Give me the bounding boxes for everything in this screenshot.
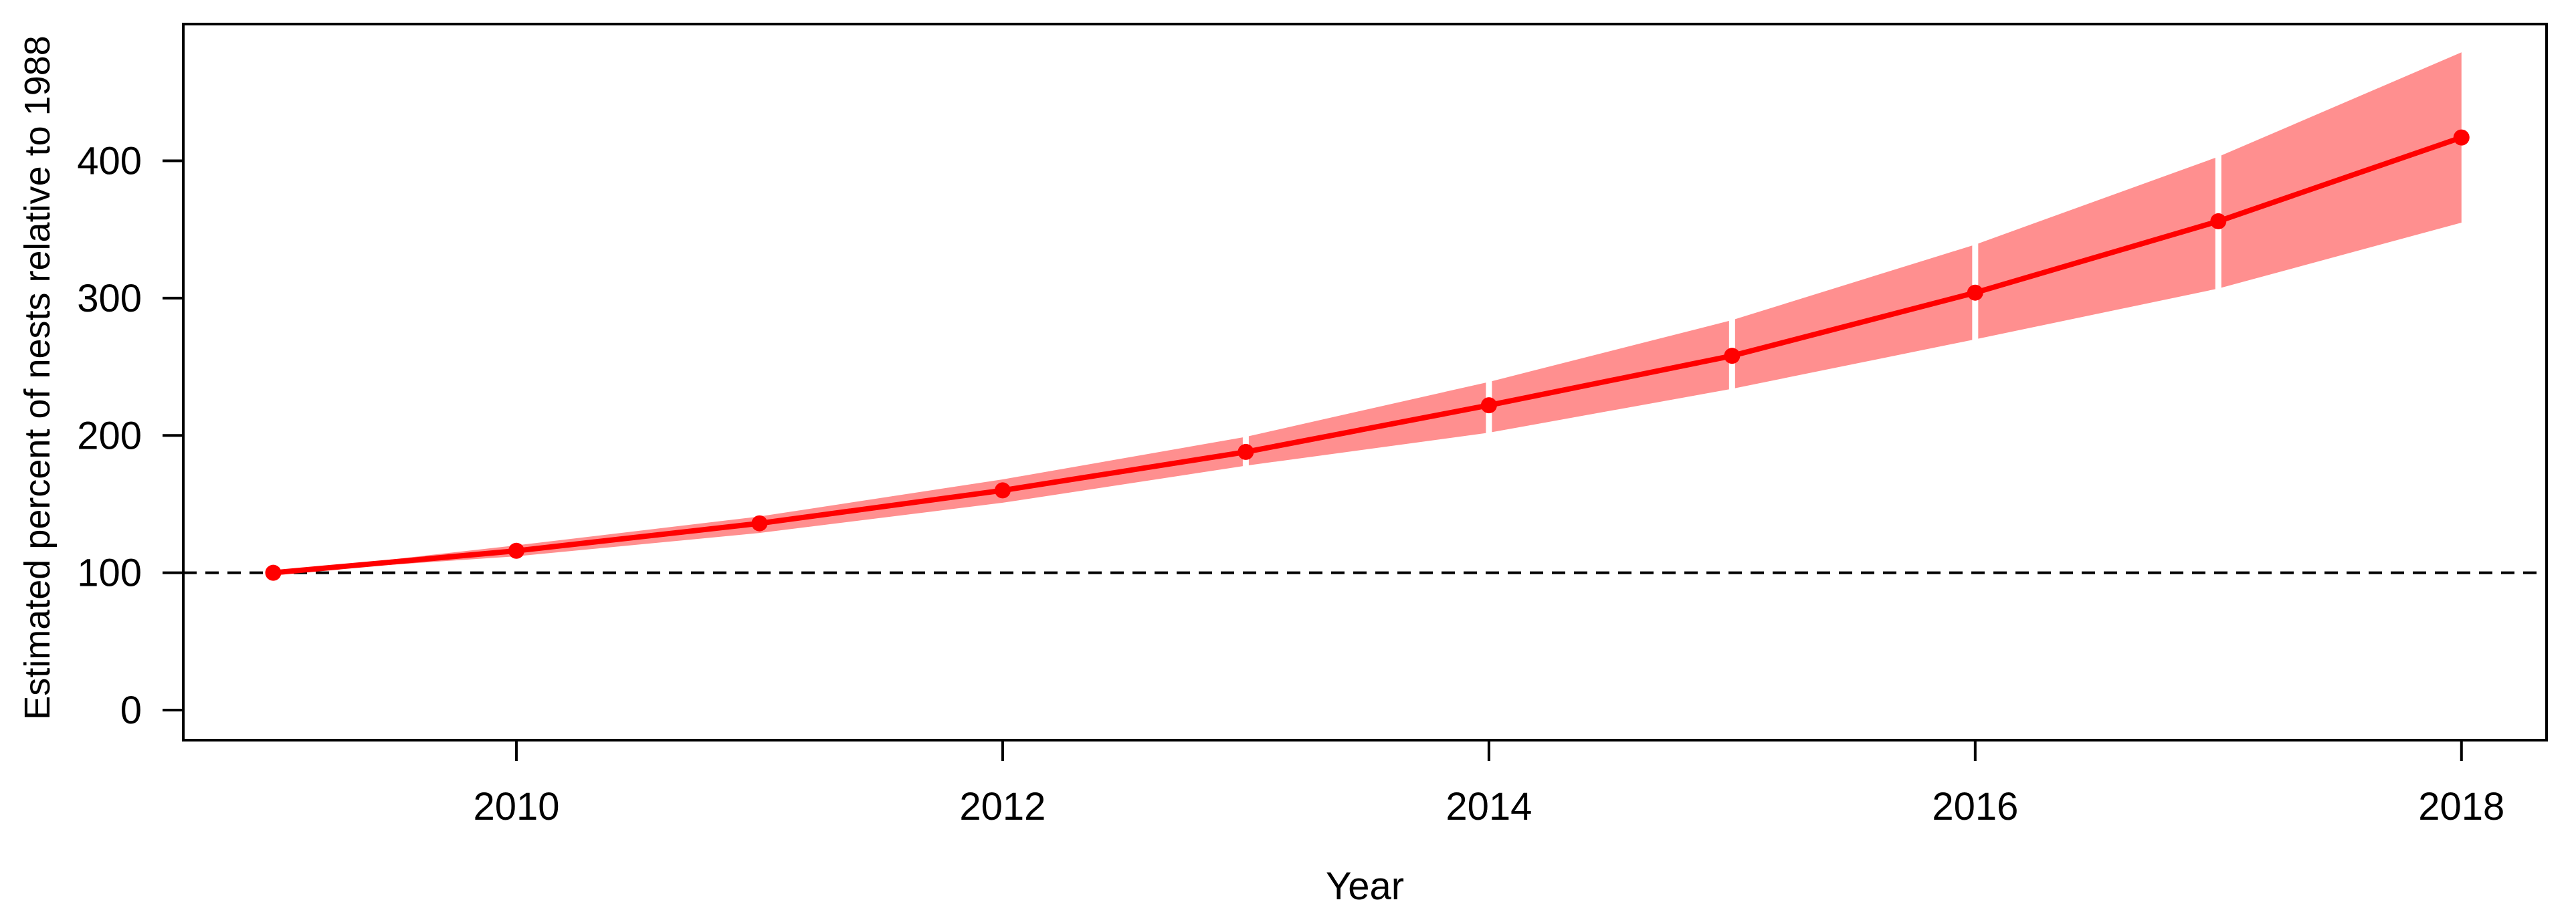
plot-border [182, 23, 2548, 742]
y-tick-label: 0 [120, 689, 142, 732]
data-point [1967, 284, 1983, 301]
ci-band [273, 52, 2462, 573]
data-point [2210, 213, 2227, 229]
y-tick-label: 400 [77, 140, 142, 183]
y-tick-label: 200 [77, 414, 142, 457]
data-point [751, 515, 768, 532]
data-point [1724, 348, 1741, 364]
x-tick-label: 2010 [473, 785, 559, 828]
data-point [2453, 129, 2470, 146]
x-tick-label: 2018 [2418, 785, 2504, 828]
x-tick-label: 2016 [1932, 785, 2018, 828]
data-point [994, 482, 1011, 499]
x-tick-label: 2012 [959, 785, 1046, 828]
data-point [1237, 443, 1254, 460]
y-tick-label: 100 [77, 552, 142, 595]
data-point [265, 564, 282, 581]
trend-line [273, 134, 2463, 576]
y-tick-label: 300 [77, 277, 142, 320]
x-tick-label: 2014 [1446, 785, 1532, 828]
data-point [508, 542, 524, 559]
data-point [1480, 397, 1497, 414]
y-axis-title: Estimated percent of nests relative to 1… [17, 35, 58, 720]
x-axis-title: Year [1326, 865, 1404, 908]
